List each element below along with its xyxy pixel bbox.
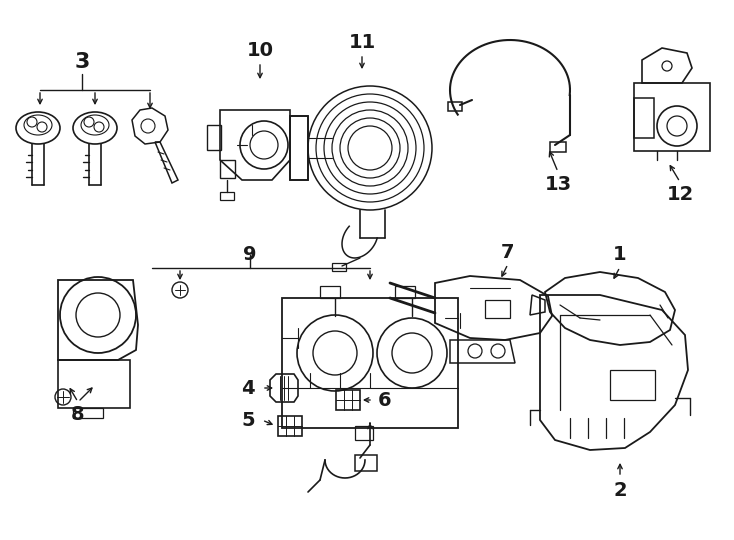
Bar — [332, 263, 346, 271]
Bar — [73, 408, 103, 418]
Text: 1: 1 — [613, 246, 627, 265]
Text: 2: 2 — [613, 481, 627, 500]
Bar — [550, 142, 566, 152]
Bar — [320, 286, 340, 298]
Text: 3: 3 — [74, 52, 90, 72]
Text: 13: 13 — [545, 176, 572, 194]
Text: 11: 11 — [349, 32, 376, 51]
Text: 10: 10 — [247, 40, 274, 59]
Text: 5: 5 — [241, 410, 255, 429]
Bar — [220, 160, 235, 178]
Bar — [355, 426, 373, 440]
Bar — [58, 360, 130, 408]
Bar — [634, 98, 654, 138]
Bar — [282, 298, 458, 428]
Bar — [336, 390, 360, 410]
Bar — [220, 192, 234, 200]
Text: 6: 6 — [378, 390, 392, 409]
Bar — [485, 300, 510, 318]
Text: 9: 9 — [243, 246, 257, 265]
Bar — [207, 125, 221, 150]
Bar — [448, 102, 462, 111]
Bar — [634, 83, 710, 151]
Bar — [395, 286, 415, 298]
Bar — [355, 455, 377, 471]
Text: 8: 8 — [71, 406, 85, 424]
Text: 4: 4 — [241, 379, 255, 397]
Bar — [290, 116, 308, 180]
Text: 12: 12 — [666, 186, 694, 205]
Text: 7: 7 — [501, 242, 515, 261]
Bar — [278, 416, 302, 436]
Bar — [610, 370, 655, 400]
